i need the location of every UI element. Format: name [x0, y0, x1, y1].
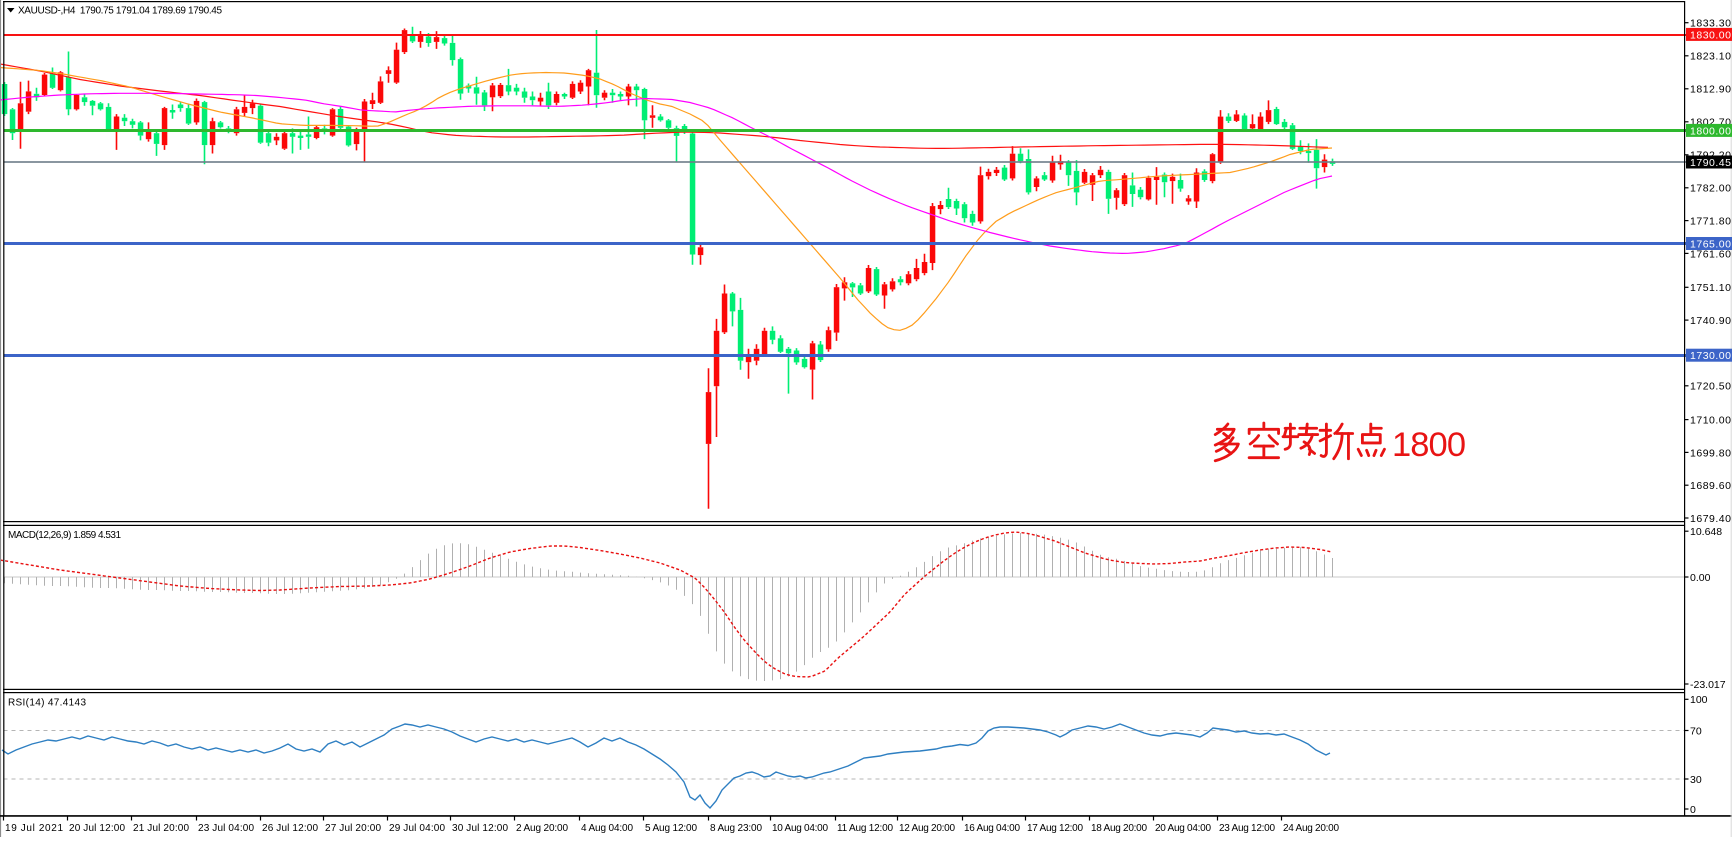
svg-text:1679.40: 1679.40 — [1690, 513, 1731, 525]
svg-text:30 Jul 12:00: 30 Jul 12:00 — [452, 823, 508, 834]
svg-text:2 Aug 20:00: 2 Aug 20:00 — [516, 823, 568, 834]
svg-text:26 Jul 12:00: 26 Jul 12:00 — [262, 823, 318, 834]
svg-text:1830.00: 1830.00 — [1690, 29, 1731, 41]
svg-text:1720.50: 1720.50 — [1690, 381, 1731, 393]
svg-text:1782.00: 1782.00 — [1690, 183, 1731, 195]
svg-text:18 Aug 20:00: 18 Aug 20:00 — [1091, 823, 1147, 834]
svg-text:-23.017: -23.017 — [1690, 679, 1726, 691]
svg-text:1751.10: 1751.10 — [1690, 282, 1731, 294]
svg-text:XAUUSD-,H4 1790.75 1791.04 17: XAUUSD-,H4 1790.75 1791.04 1789.69 1790.… — [18, 6, 222, 17]
svg-text:23 Jul 04:00: 23 Jul 04:00 — [198, 823, 254, 834]
svg-text:27 Jul 20:00: 27 Jul 20:00 — [325, 823, 381, 834]
svg-text:1730.00: 1730.00 — [1690, 350, 1731, 362]
svg-text:19 Jul 2021: 19 Jul 2021 — [5, 823, 63, 834]
svg-text:MACD(12,26,9) 1.859 4.531: MACD(12,26,9) 1.859 4.531 — [8, 530, 121, 541]
svg-text:0.00: 0.00 — [1690, 572, 1711, 584]
svg-text:1790.45: 1790.45 — [1690, 157, 1731, 169]
svg-text:1823.10: 1823.10 — [1690, 51, 1731, 63]
svg-text:20 Jul 12:00: 20 Jul 12:00 — [69, 823, 125, 834]
svg-text:1800: 1800 — [1392, 426, 1466, 464]
svg-text:1761.60: 1761.60 — [1690, 248, 1731, 260]
svg-text:4 Aug 04:00: 4 Aug 04:00 — [581, 823, 633, 834]
svg-text:1710.00: 1710.00 — [1690, 415, 1731, 427]
svg-text:11 Aug 12:00: 11 Aug 12:00 — [837, 823, 893, 834]
svg-text:0: 0 — [1690, 804, 1696, 816]
svg-text:12 Aug 20:00: 12 Aug 20:00 — [899, 823, 955, 834]
svg-text:16 Aug 04:00: 16 Aug 04:00 — [964, 823, 1020, 834]
svg-text:20 Aug 04:00: 20 Aug 04:00 — [1155, 823, 1211, 834]
svg-text:10.648: 10.648 — [1690, 526, 1722, 538]
svg-text:1740.90: 1740.90 — [1690, 315, 1731, 327]
svg-text:10 Aug 04:00: 10 Aug 04:00 — [772, 823, 828, 834]
svg-text:29 Jul 04:00: 29 Jul 04:00 — [389, 823, 445, 834]
svg-text:1699.80: 1699.80 — [1690, 447, 1731, 459]
svg-text:23 Aug 12:00: 23 Aug 12:00 — [1219, 823, 1275, 834]
svg-text:70: 70 — [1690, 725, 1702, 737]
svg-text:100: 100 — [1690, 694, 1708, 706]
svg-text:1812.90: 1812.90 — [1690, 84, 1731, 96]
svg-text:1765.00: 1765.00 — [1690, 238, 1731, 250]
svg-text:1771.80: 1771.80 — [1690, 216, 1731, 228]
svg-text:1800.00: 1800.00 — [1690, 125, 1731, 137]
svg-text:24 Aug 20:00: 24 Aug 20:00 — [1283, 823, 1339, 834]
svg-text:5 Aug 12:00: 5 Aug 12:00 — [645, 823, 697, 834]
svg-text:RSI(14) 47.4143: RSI(14) 47.4143 — [8, 698, 86, 709]
svg-text:1833.30: 1833.30 — [1690, 18, 1731, 30]
svg-text:8 Aug 23:00: 8 Aug 23:00 — [710, 823, 762, 834]
svg-text:1689.60: 1689.60 — [1690, 480, 1731, 492]
svg-text:30: 30 — [1690, 774, 1702, 786]
svg-text:21 Jul 20:00: 21 Jul 20:00 — [133, 823, 189, 834]
svg-text:17 Aug 12:00: 17 Aug 12:00 — [1027, 823, 1083, 834]
